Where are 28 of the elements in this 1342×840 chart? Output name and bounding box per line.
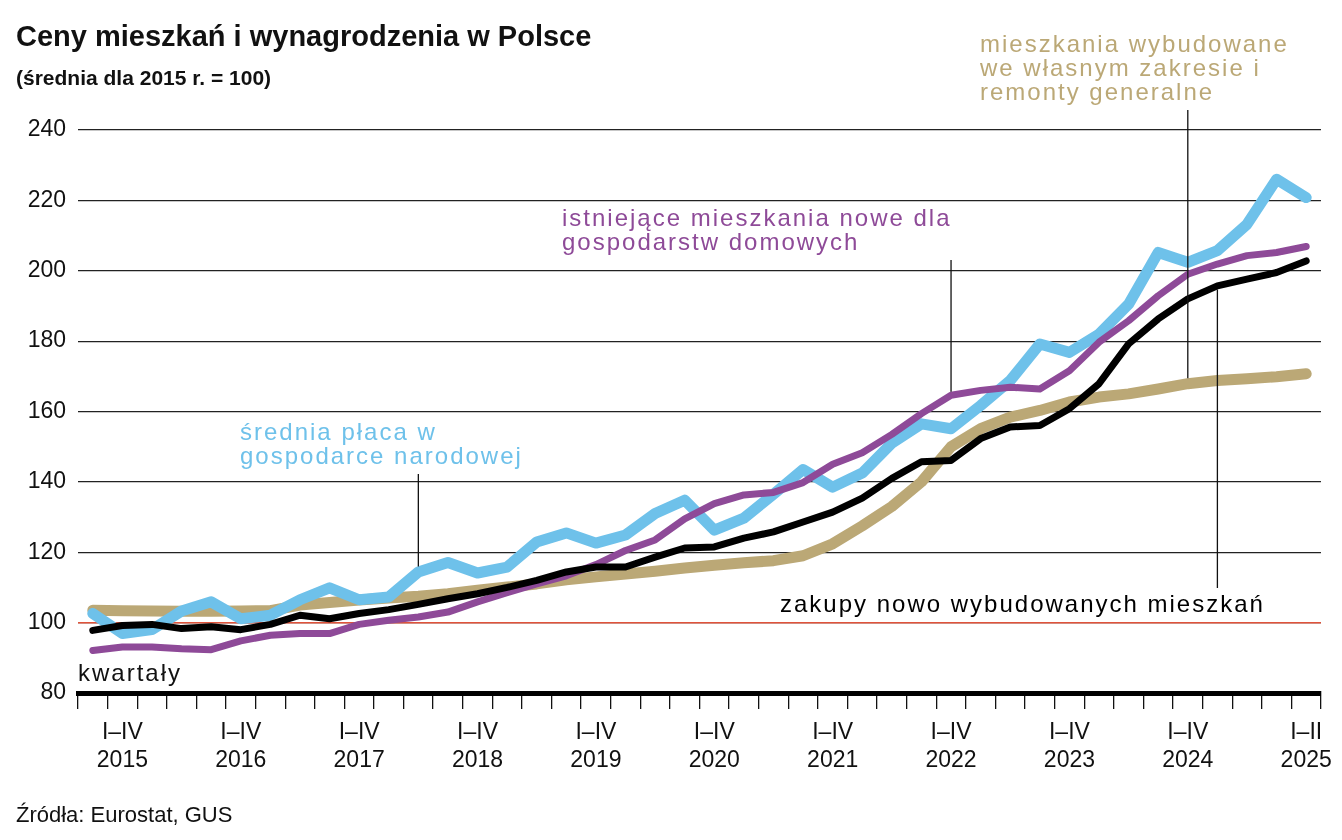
x-tick-label: I–IV 2021 [807,718,859,772]
chart-title: Ceny mieszkań i wynagrodzenia w Polsce [16,20,592,53]
x-tick-label: I–IV 2019 [570,718,622,772]
x-tick-label: I–IV 2016 [215,718,267,772]
y-tick-label: 220 [27,185,66,212]
y-tick-label: 120 [27,537,66,564]
x-tick-label: I–IV 2024 [1162,718,1214,772]
y-tick-label: 100 [27,607,66,634]
y-tick-label: 200 [27,256,66,283]
x-tick-label: I–IV 2018 [451,718,504,772]
text: zakupy nowo wybudowanych mieszkań [780,590,1265,617]
x-axis-title: kwartały [78,659,183,686]
y-tick-label: 160 [27,396,66,423]
x-tick-label: I–IV 2015 [96,718,148,772]
x-tick-label: I–IV 2023 [1043,718,1096,772]
x-tick-label: I–II 2025 [1280,718,1332,772]
x-tick-label: I–IV 2020 [688,718,740,772]
text: średnia płaca w gospodarce narodowej [240,418,523,469]
y-tick-label: 140 [27,467,66,494]
y-tick-label: 240 [27,115,66,142]
y-tick-label: 80 [40,678,66,705]
chart-subtitle: (średnia dla 2015 r. = 100) [16,66,272,90]
x-tick-label: I–IV 2017 [333,718,385,772]
text: Źródła: Eurostat, GUS [16,802,233,828]
x-tick-label: I–IV 2022 [925,718,977,772]
y-tick-label: 180 [27,326,66,353]
text: mieszkania wybudowane we własnym zakresie i remonty generalne [979,30,1289,105]
text: istniejące mieszkania nowe dla gospodarstw domowych [562,204,952,255]
